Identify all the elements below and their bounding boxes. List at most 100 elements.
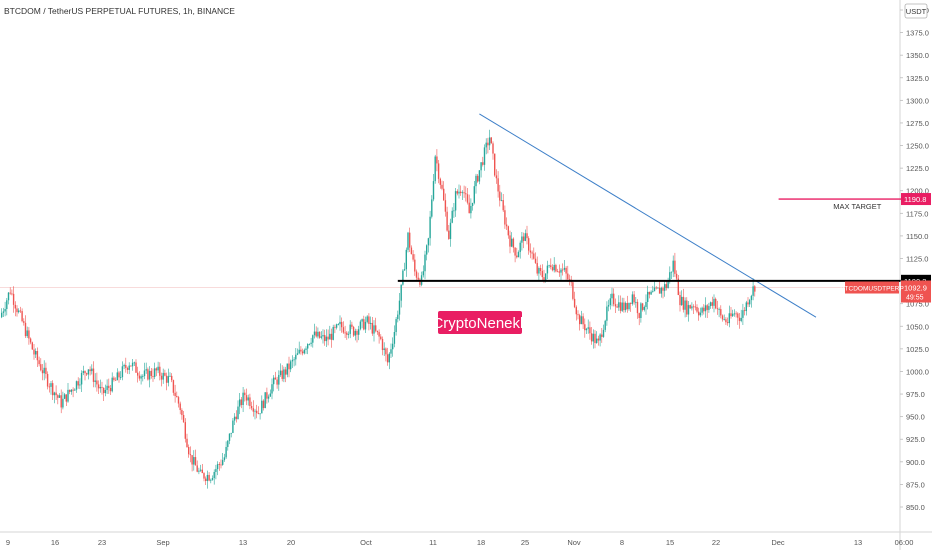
candle-body — [99, 387, 101, 389]
candle-body — [687, 305, 690, 315]
candle-body — [341, 321, 343, 328]
candle-body — [43, 367, 45, 374]
candle-body — [205, 478, 207, 481]
candle-body — [351, 324, 353, 327]
candle-body — [684, 300, 686, 310]
candle-body — [426, 245, 428, 255]
y-axis[interactable]: 850.0 875.0 900.0 925.0 950.0 975.0 1000.0 1025… — [900, 6, 929, 512]
candle-body — [471, 202, 474, 206]
candle-body — [108, 385, 110, 388]
candle-body — [312, 335, 314, 343]
candle-body — [738, 317, 741, 321]
candle-body — [92, 368, 95, 382]
candle-body — [7, 292, 10, 301]
x-tick-label: 13 — [239, 538, 247, 547]
candle-body — [45, 367, 47, 374]
candle-body — [106, 385, 108, 390]
candle-body — [140, 376, 142, 379]
candle-body — [198, 470, 200, 472]
candle-body — [79, 384, 81, 386]
candle-body — [55, 392, 57, 396]
candle-body — [249, 397, 251, 406]
candle-body — [89, 369, 91, 372]
candle-body — [208, 474, 210, 481]
candle-body — [495, 175, 498, 179]
candle-body — [155, 368, 158, 371]
candle-body — [706, 305, 708, 310]
candle-body — [334, 326, 336, 328]
candle-body — [74, 389, 76, 391]
candle-body — [320, 336, 322, 338]
candle-body — [227, 440, 229, 447]
candle-body — [487, 142, 489, 146]
candle-body — [9, 292, 11, 294]
candle-body — [278, 374, 280, 385]
candle-body — [303, 349, 305, 354]
candle-body — [473, 186, 475, 203]
candle-body — [465, 193, 467, 195]
y-tick-label: 850.0 — [906, 503, 925, 512]
candle-body — [2, 311, 5, 313]
candle-body — [429, 216, 431, 239]
candle-body — [373, 325, 375, 334]
candle-body — [114, 379, 117, 381]
candle-body — [184, 422, 186, 439]
candle-body — [181, 410, 183, 416]
candle-body — [28, 330, 30, 339]
candle-body — [133, 362, 135, 364]
x-tick-label: 20 — [287, 538, 295, 547]
candle-body — [567, 273, 569, 280]
candle-body — [137, 372, 139, 376]
symbol-title[interactable]: BTCDOM / TetherUS PERPETUAL FUTURES, 1h,… — [4, 6, 235, 16]
descending-trendline[interactable] — [479, 113, 817, 318]
candle-body — [587, 327, 589, 329]
candle-body — [257, 413, 260, 414]
candle-body — [616, 306, 618, 308]
candle-body — [308, 343, 311, 345]
candle-body — [14, 304, 16, 309]
candle-body — [364, 321, 367, 330]
candle-body — [222, 460, 224, 465]
candle-body — [392, 343, 394, 350]
candle-body — [703, 307, 705, 312]
x-axis[interactable]: 9 16 23 Sep 13 20 Oct 11 18 25 Nov 8 15 22 Dec 13 06:00 — [6, 538, 913, 547]
candle-body — [152, 375, 154, 377]
candle-body — [296, 353, 299, 355]
candle-body — [378, 332, 380, 337]
candle-body — [539, 268, 542, 271]
candle-body — [468, 202, 470, 214]
candle-body — [203, 473, 205, 479]
y-tick-label: 875.0 — [906, 480, 925, 489]
candle-body — [647, 291, 649, 302]
candle-body — [721, 315, 724, 320]
candle-body — [613, 293, 615, 305]
candle-body — [254, 410, 256, 412]
candle-body — [162, 372, 164, 380]
candle-body — [176, 395, 178, 398]
candle-body — [283, 369, 285, 379]
candle-body — [188, 447, 190, 455]
currency-badge[interactable]: USDT — [904, 3, 928, 19]
candle-body — [733, 313, 736, 315]
candle-body — [24, 322, 27, 337]
y-tick-label: 1225.0 — [906, 164, 929, 173]
candle-body — [363, 319, 365, 330]
candle-body — [327, 336, 329, 340]
watermark-label: CryptoNenekk — [432, 315, 528, 332]
candle-body — [361, 319, 363, 322]
candle-body — [653, 287, 656, 292]
candle-body — [522, 236, 525, 241]
candle-body — [174, 392, 176, 396]
candle-body — [711, 302, 713, 306]
candle-body — [230, 432, 232, 434]
candle-body — [682, 296, 685, 310]
candle-body — [579, 315, 581, 325]
candle-body — [193, 457, 195, 465]
candle-body — [451, 210, 453, 223]
candle-body — [250, 405, 253, 409]
candle-body — [512, 238, 515, 248]
candle-body — [366, 316, 368, 322]
candle-body — [142, 376, 144, 377]
